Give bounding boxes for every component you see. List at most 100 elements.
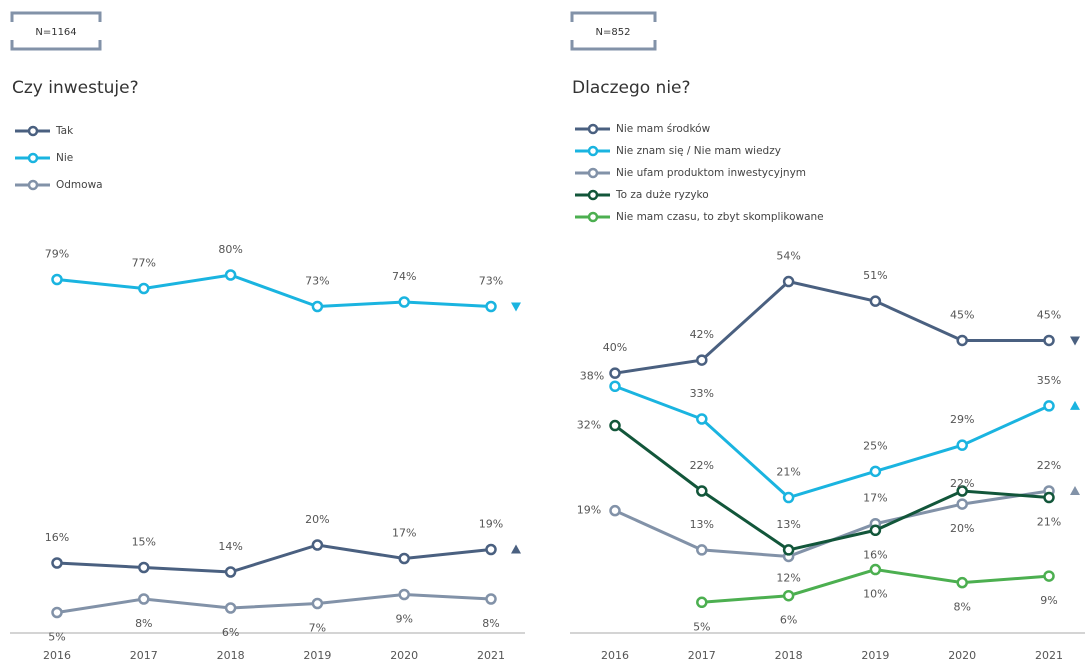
trend-marker xyxy=(1070,486,1080,495)
point xyxy=(609,504,621,517)
data-label: 19% xyxy=(577,504,601,517)
legend-label: Nie znam się / Nie mam wiedzy xyxy=(616,145,781,157)
point xyxy=(138,561,150,574)
point xyxy=(869,295,882,307)
legend-marker xyxy=(587,189,599,201)
x-tick-label: 2020 xyxy=(390,649,418,662)
point xyxy=(398,296,410,308)
series-line xyxy=(614,424,1050,552)
legend-marker xyxy=(587,167,599,179)
legend-marker xyxy=(27,152,39,164)
note-box xyxy=(10,11,657,51)
series-line xyxy=(56,543,492,574)
chart-title: Dlaczego nie? xyxy=(572,78,691,98)
trend-marker xyxy=(1070,400,1080,410)
point xyxy=(138,593,150,605)
point xyxy=(782,491,795,504)
point xyxy=(782,589,795,602)
point xyxy=(696,413,708,425)
data-label: 21% xyxy=(776,466,800,479)
point xyxy=(398,588,410,601)
point xyxy=(696,354,708,366)
legend-marker xyxy=(27,125,39,137)
x-tick-label: 2016 xyxy=(601,649,629,662)
data-label: 9% xyxy=(1040,594,1057,607)
x-tick-label: 2021 xyxy=(477,649,505,662)
data-label: 14% xyxy=(218,540,242,553)
note: N=852 xyxy=(596,27,631,38)
legend-marker xyxy=(587,145,599,157)
point xyxy=(956,439,968,451)
point xyxy=(956,485,968,497)
legend-marker xyxy=(587,211,599,223)
data-label: 17% xyxy=(392,527,416,540)
trend-marker xyxy=(511,544,521,554)
legend-label: Nie ufam produktom inwestycyjnym xyxy=(616,167,806,179)
series-line xyxy=(56,273,492,309)
data-label: 6% xyxy=(222,626,239,639)
data-label: 45% xyxy=(1037,308,1061,321)
data-label: 20% xyxy=(305,513,329,526)
point xyxy=(869,524,882,537)
data-label: 35% xyxy=(1037,374,1061,387)
data-label: 25% xyxy=(863,439,887,452)
data-label: 22% xyxy=(690,459,714,472)
data-label: 73% xyxy=(305,275,329,288)
point xyxy=(1043,570,1055,582)
data-label: 21% xyxy=(1037,516,1061,529)
data-label: 16% xyxy=(863,548,887,561)
x-tick-label: 2016 xyxy=(43,649,71,662)
point xyxy=(311,300,324,313)
data-label: 54% xyxy=(776,250,800,263)
series-line xyxy=(614,384,1050,500)
data-label: 32% xyxy=(577,419,601,432)
data-label: 77% xyxy=(132,257,156,270)
point xyxy=(51,557,63,569)
note: N=1164 xyxy=(35,27,76,38)
x-tick-label: 2020 xyxy=(948,649,976,662)
point xyxy=(696,544,708,556)
data-label: 8% xyxy=(953,601,970,614)
data-label: 8% xyxy=(135,617,152,630)
point xyxy=(1043,400,1055,412)
data-label: 13% xyxy=(690,518,714,531)
point xyxy=(956,576,968,589)
legend-marker xyxy=(27,179,39,191)
data-label: 22% xyxy=(950,477,974,490)
x-tick-label: 2017 xyxy=(130,649,158,662)
data-label: 38% xyxy=(580,369,604,382)
data-label: 79% xyxy=(45,248,69,261)
point xyxy=(485,593,497,605)
data-label: 73% xyxy=(479,275,503,288)
data-label: 16% xyxy=(45,531,69,544)
point xyxy=(311,539,324,551)
data-label: 12% xyxy=(776,571,800,584)
point xyxy=(1043,334,1055,347)
point xyxy=(609,380,621,393)
data-label: 13% xyxy=(776,518,800,531)
point xyxy=(224,602,237,614)
point xyxy=(696,485,708,497)
point xyxy=(224,269,237,281)
data-label: 20% xyxy=(950,522,974,535)
point xyxy=(956,334,968,347)
legend-label: Nie mam czasu, to zbyt skomplikowane xyxy=(616,211,824,223)
point xyxy=(224,566,237,578)
data-label: 9% xyxy=(395,613,412,626)
x-tick-label: 2017 xyxy=(688,649,716,662)
trend-marker xyxy=(511,302,521,312)
legend-label: Nie xyxy=(56,152,73,164)
point xyxy=(311,597,324,610)
x-tick-label: 2021 xyxy=(1035,649,1063,662)
data-label: 7% xyxy=(309,622,326,635)
data-label: 29% xyxy=(950,413,974,426)
x-tick-label: 2019 xyxy=(861,649,889,662)
point xyxy=(609,419,621,432)
data-label: 19% xyxy=(479,518,503,531)
point xyxy=(696,596,708,609)
point xyxy=(782,544,795,556)
data-label: 51% xyxy=(863,269,887,282)
legend-label: Odmowa xyxy=(56,179,103,191)
series-line xyxy=(614,279,1049,375)
